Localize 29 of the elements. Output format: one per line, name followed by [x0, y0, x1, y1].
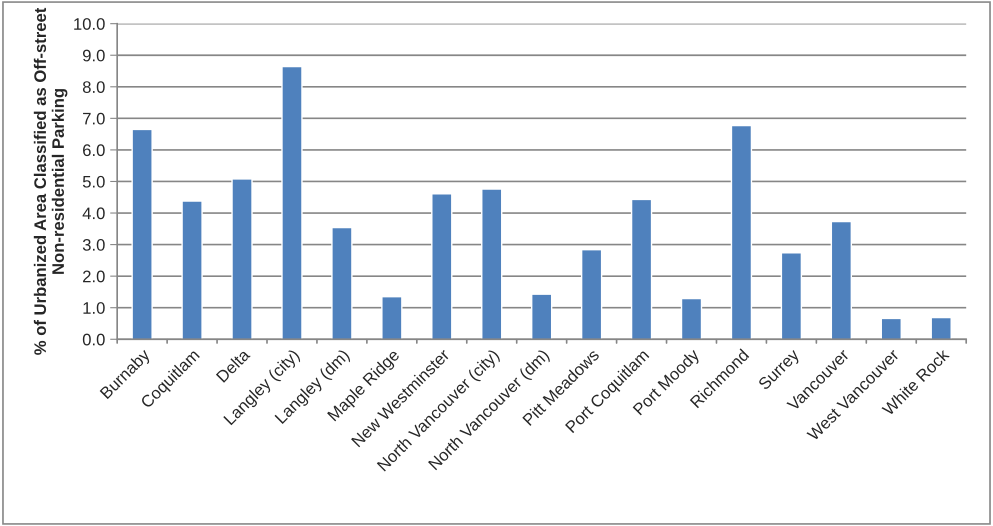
y-tick-label: 3.0	[82, 238, 105, 251]
y-axis-title: % of Urbanized Area Classified as Off-street Non-residential Parking	[34, 8, 68, 355]
bar	[630, 198, 652, 340]
bar	[281, 66, 303, 340]
bar	[780, 252, 802, 340]
bar	[181, 200, 203, 340]
bar	[481, 188, 502, 340]
y-tick-label: 9.0	[82, 50, 105, 62]
y-tick-label: 6.0	[83, 144, 105, 156]
bar	[381, 296, 403, 340]
bar	[231, 178, 253, 340]
bar	[580, 248, 602, 340]
bar	[131, 128, 153, 340]
y-tick-label: 5.0	[82, 176, 105, 188]
bar	[331, 226, 353, 340]
bar	[930, 316, 952, 340]
y-tick-label: 1.0	[83, 302, 105, 314]
y-tick-label: 10.0	[74, 18, 105, 30]
bar	[880, 318, 902, 340]
bar	[680, 298, 702, 340]
y-tick-label: 8.0	[82, 81, 105, 93]
y-tick-label: 7.0	[83, 112, 105, 125]
y-tick-label: 0.0	[82, 334, 105, 346]
bar	[830, 220, 852, 340]
bar	[730, 124, 752, 340]
y-tick-label: 4.0	[82, 207, 105, 220]
y-tick-label: 2.0	[83, 270, 105, 282]
bar	[431, 193, 452, 340]
bar	[531, 293, 552, 340]
